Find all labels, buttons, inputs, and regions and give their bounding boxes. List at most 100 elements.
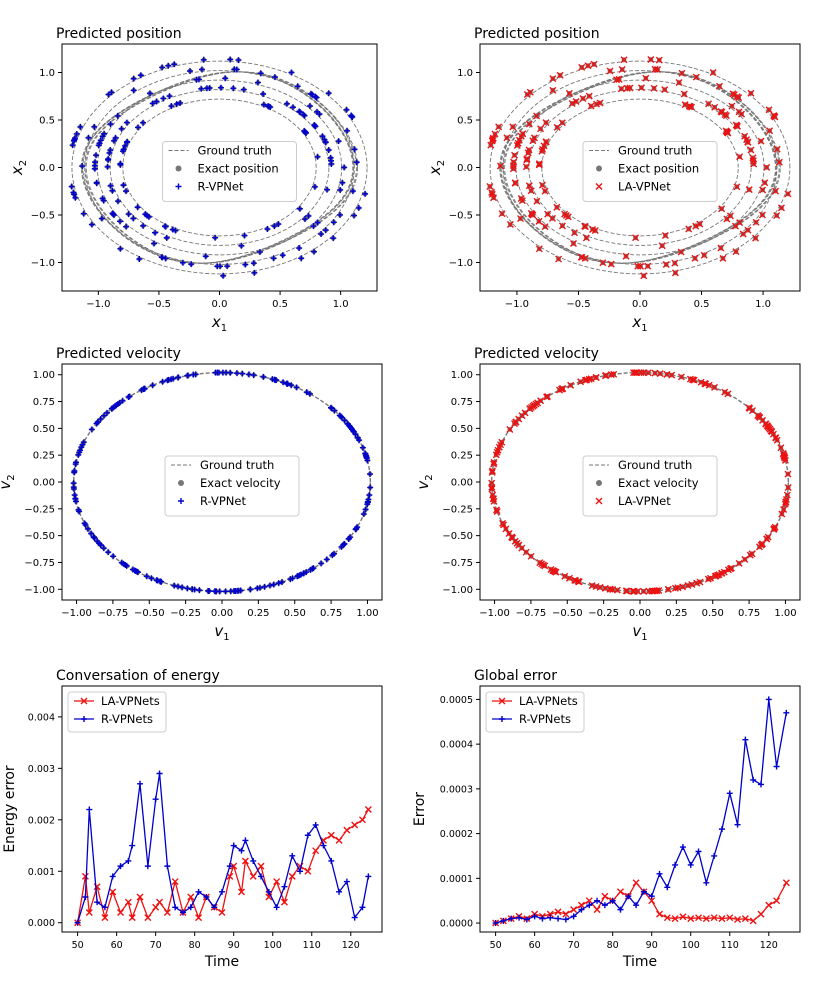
predicted-point [697, 378, 705, 386]
legend: Ground truth Exact velocity R-VPNet [164, 455, 300, 517]
predicted-point [223, 369, 230, 376]
predicted-point [104, 163, 111, 170]
data-point [109, 873, 116, 880]
data-point [726, 914, 734, 922]
x-tick-label: 1.0 [333, 299, 349, 310]
predicted-point [537, 125, 545, 133]
predicted-point [749, 157, 757, 165]
predicted-point [328, 157, 335, 164]
predicted-point [366, 492, 373, 499]
data-point [242, 837, 249, 844]
data-point [156, 898, 164, 906]
predicted-point [122, 142, 129, 149]
predicted-point [488, 137, 496, 145]
predicted-point [654, 65, 662, 73]
data-point [585, 897, 593, 905]
legend-marker-swatch [81, 716, 87, 722]
predicted-point [169, 226, 176, 233]
predicted-point [558, 119, 566, 127]
chart-6: Global error 50 60 70 80 90 100 110 120 0.0000 0.0… [412, 668, 801, 970]
x-tick-label: 120 [760, 940, 778, 951]
predicted-point [153, 577, 160, 584]
predicted-point [327, 404, 334, 411]
predicted-point [301, 112, 308, 119]
data-point [281, 883, 288, 890]
legend-label: Exact velocity [618, 476, 699, 490]
predicted-point [222, 588, 229, 595]
predicted-point [527, 187, 535, 195]
predicted-point [578, 63, 586, 71]
data-point [152, 903, 160, 911]
predicted-point [305, 212, 312, 219]
predicted-point [162, 223, 169, 230]
predicted-point [335, 138, 342, 145]
y-tick-label: −0.25 [442, 504, 473, 515]
predicted-point [569, 240, 577, 247]
predicted-point [173, 101, 180, 108]
predicted-point [123, 562, 130, 569]
data-point [164, 863, 171, 870]
predicted-point [110, 211, 117, 218]
x-tick-label: 0.00 [629, 608, 651, 619]
predicted-point [353, 159, 360, 166]
predicted-point [757, 137, 765, 145]
data-point [749, 917, 757, 925]
predicted-point [117, 218, 124, 225]
predicted-point [511, 151, 519, 159]
legend-label: Exact position [618, 162, 699, 176]
x-axis-label-base: x [211, 313, 221, 331]
predicted-point [108, 89, 115, 96]
predicted-point [732, 248, 740, 256]
predicted-point [539, 145, 547, 153]
predicted-point [123, 223, 130, 230]
predicted-point [198, 66, 205, 73]
predicted-point [222, 75, 229, 82]
predicted-point [112, 134, 119, 141]
predicted-point [745, 186, 753, 194]
data-point [616, 888, 624, 896]
x-axis-label-sub: 1 [223, 632, 229, 643]
data-point [601, 892, 609, 900]
data-point [710, 914, 718, 922]
predicted-point [759, 186, 767, 194]
data-point [280, 898, 288, 906]
y-axis-label: v2 [0, 474, 17, 489]
data-point [179, 909, 186, 916]
predicted-point [271, 74, 278, 81]
predicted-point [325, 147, 332, 154]
legend-frame [164, 455, 300, 517]
predicted-point [165, 62, 172, 69]
data-point [101, 914, 109, 922]
predicted-point [190, 371, 197, 378]
predicted-point [490, 458, 498, 466]
predicted-point [298, 255, 305, 262]
predicted-point [613, 586, 621, 594]
predicted-point [773, 212, 781, 220]
data-point [203, 894, 210, 901]
predicted-point [84, 525, 91, 532]
predicted-point [781, 456, 789, 464]
data-point [516, 914, 523, 921]
predicted-point [322, 227, 329, 234]
predicted-point [289, 575, 296, 582]
predicted-point [200, 56, 207, 63]
predicted-point [230, 85, 237, 92]
predicted-point [577, 378, 585, 386]
predicted-point [571, 229, 578, 237]
predicted-point [260, 373, 267, 380]
predicted-point [677, 248, 685, 256]
predicted-point [120, 560, 127, 567]
x-tick-label: 1.00 [774, 608, 796, 619]
data-point [562, 910, 570, 918]
predicted-point [91, 123, 98, 130]
data-point [74, 919, 81, 926]
x-axis-label: v1 [214, 622, 229, 643]
predicted-point [115, 198, 122, 205]
y-axis-label: Error [412, 792, 428, 826]
y-tick-label: −0.5 [31, 211, 55, 222]
x-tick-label: −0.25 [588, 608, 619, 619]
predicted-point [351, 146, 358, 153]
predicted-point [206, 588, 213, 595]
predicted-point [337, 413, 344, 420]
data-point [570, 906, 578, 914]
